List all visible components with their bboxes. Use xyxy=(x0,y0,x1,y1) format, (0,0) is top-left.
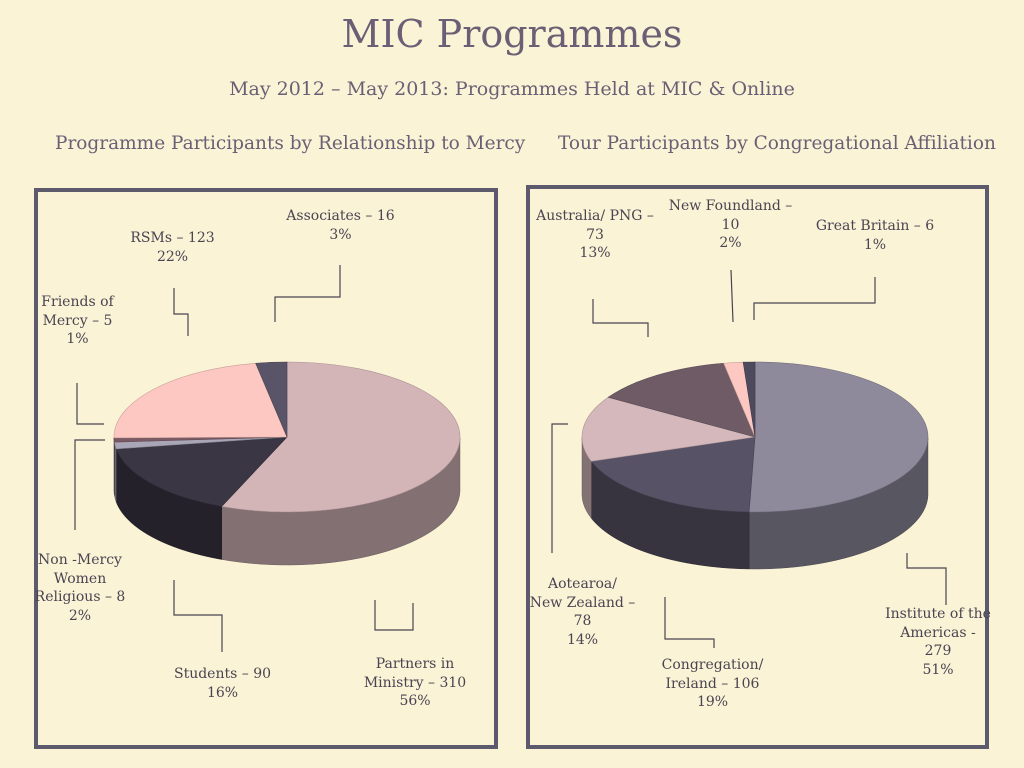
leader-line xyxy=(173,288,189,336)
data-label-line: Friends of xyxy=(41,294,114,310)
data-label-line: 78 xyxy=(573,613,592,629)
data-label-line: 16% xyxy=(206,684,239,701)
data-label-line: Associates – 16 xyxy=(286,208,395,224)
data-label-line: 2% xyxy=(719,235,742,251)
pie-chart-mercy xyxy=(113,361,461,566)
leader-line xyxy=(76,383,104,425)
pie-slice-students xyxy=(115,436,288,507)
data-label-line: Great Britain – 6 xyxy=(815,218,935,234)
pie-slice-congregation-ireland xyxy=(590,436,756,513)
leader-lines xyxy=(74,265,947,652)
leader-line xyxy=(753,277,876,320)
data-label-line: 10 xyxy=(721,216,740,233)
leader-line xyxy=(374,600,414,631)
data-label-line: Students – 90 xyxy=(173,666,272,682)
pie-slice-great-britain xyxy=(742,361,756,438)
data-label-line: New Zealand – xyxy=(529,594,636,611)
data-label-line: Institute of the xyxy=(885,606,991,622)
data-label-line: Mercy – 5 xyxy=(42,312,113,329)
pie-slice-associates xyxy=(255,361,288,438)
data-label-line: 22% xyxy=(156,248,189,265)
data-label-line: 1% xyxy=(66,331,89,347)
pie-side-non-mercy-women-religious xyxy=(114,442,117,502)
leader-line xyxy=(551,423,568,553)
data-label-line: 14% xyxy=(566,631,599,648)
chart-title-tour: Tour Participants by Congregational Affi… xyxy=(558,133,996,154)
pie-slice-partners-in-ministry xyxy=(221,361,461,513)
data-label-line: 13% xyxy=(579,245,611,261)
data-label-line: RSMs – 123 xyxy=(130,230,215,246)
leader-line xyxy=(664,597,715,648)
data-label-institute-of-the-americas: Institute of the Americas - 279 51% xyxy=(868,605,1008,679)
data-label-aotearoa-new-zealand: Aotearoa/New Zealand – 78 14% xyxy=(525,575,640,649)
data-label-great-britain: Great Britain – 6 1% xyxy=(810,217,940,254)
data-label-congregation-ireland: Congregation/Ireland – 106 19% xyxy=(655,656,770,712)
leader-line xyxy=(906,553,947,605)
data-label-associates: Associates – 16 3% xyxy=(278,207,403,244)
data-label-line: 19% xyxy=(696,694,729,710)
pie-slice-rsms xyxy=(113,362,288,439)
pie-slice-aotearoa-new-zealand xyxy=(581,396,756,462)
data-label-australia-png: Australia/ PNG – 73 13% xyxy=(530,207,660,263)
data-label-line: Religious – 8 xyxy=(34,589,126,605)
leader-line xyxy=(730,269,734,323)
data-label-line: New Foundland – xyxy=(668,198,793,214)
chart-title-mercy: Programme Participants by Relationship t… xyxy=(55,133,526,154)
data-label-line: 3% xyxy=(329,226,352,243)
data-label-line: Australia/ PNG – xyxy=(536,208,654,224)
data-label-line: Aotearoa/ xyxy=(548,576,617,592)
leader-line xyxy=(173,580,223,652)
data-label-friends-of-mercy: Friends of Mercy – 5 1% xyxy=(35,293,120,349)
data-label-non-mercy-women-religious: Non -Mercy Women Religious – 8 2% xyxy=(30,551,130,625)
page-title: MIC Programmes xyxy=(341,12,683,56)
data-label-rsms: RSMs – 123 22% xyxy=(115,229,230,266)
data-label-students: Students – 90 16% xyxy=(160,665,285,702)
data-label-line: 56% xyxy=(399,693,431,709)
data-label-line: Congregation/ xyxy=(661,657,764,673)
data-label-line: Americas - xyxy=(900,624,976,641)
pie-slice-institute-of-the-americas xyxy=(748,361,929,513)
leader-line xyxy=(274,265,341,322)
page-subtitle: May 2012 – May 2013: Programmes Held at … xyxy=(229,78,795,100)
leader-line xyxy=(592,299,649,337)
pie-chart-tour xyxy=(581,361,929,570)
pie-slice-australia-png xyxy=(607,362,756,438)
data-label-line: Partners in xyxy=(375,656,455,672)
data-label-line: 1% xyxy=(863,236,887,253)
data-label-new-foundland: New Foundland – 10 2% xyxy=(668,197,793,253)
data-label-line: Non -Mercy xyxy=(38,552,122,568)
data-label-line: Women xyxy=(53,570,107,587)
data-label-line: 73 xyxy=(586,226,604,243)
leader-line xyxy=(74,439,105,530)
data-label-line: 279 xyxy=(924,643,952,659)
data-label-line: Ireland – 106 xyxy=(665,675,760,692)
data-label-line: Ministry – 310 xyxy=(363,674,467,691)
data-label-line: 51% xyxy=(922,661,954,678)
data-label-line: 2% xyxy=(68,607,92,624)
data-label-partners-in-ministry: Partners in Ministry – 310 56% xyxy=(355,655,475,711)
